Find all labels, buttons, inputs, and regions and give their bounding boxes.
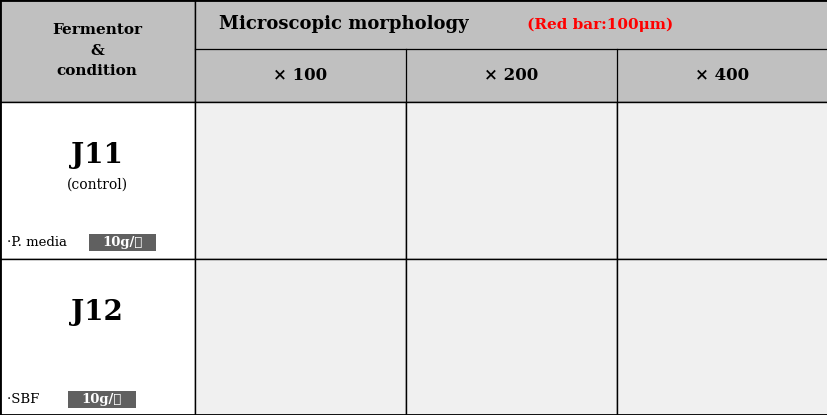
- Bar: [405, 102, 616, 259]
- Bar: [405, 259, 616, 415]
- Bar: [616, 259, 827, 415]
- Text: 10g/ℓ: 10g/ℓ: [82, 393, 122, 406]
- Text: J12: J12: [71, 298, 123, 326]
- Text: (Red bar:100μm): (Red bar:100μm): [521, 17, 672, 32]
- Bar: [616, 102, 827, 259]
- Bar: [68, 391, 136, 408]
- Bar: [88, 234, 156, 251]
- Bar: [194, 102, 405, 259]
- Text: (control): (control): [67, 177, 127, 191]
- Bar: [0, 102, 194, 259]
- Text: 10g/ℓ: 10g/ℓ: [103, 236, 142, 249]
- Bar: [194, 0, 827, 102]
- Text: Fermentor
&
condition: Fermentor & condition: [52, 23, 142, 78]
- Text: × 400: × 400: [695, 67, 748, 84]
- Text: J11: J11: [71, 142, 123, 169]
- Text: ·SBF: ·SBF: [7, 393, 43, 406]
- Bar: [194, 259, 405, 415]
- Bar: [0, 0, 194, 102]
- Text: × 100: × 100: [273, 67, 327, 84]
- Text: Microscopic morphology: Microscopic morphology: [219, 15, 468, 33]
- Bar: [0, 259, 194, 415]
- Text: × 200: × 200: [484, 67, 538, 84]
- Text: ·P. media: ·P. media: [7, 236, 71, 249]
